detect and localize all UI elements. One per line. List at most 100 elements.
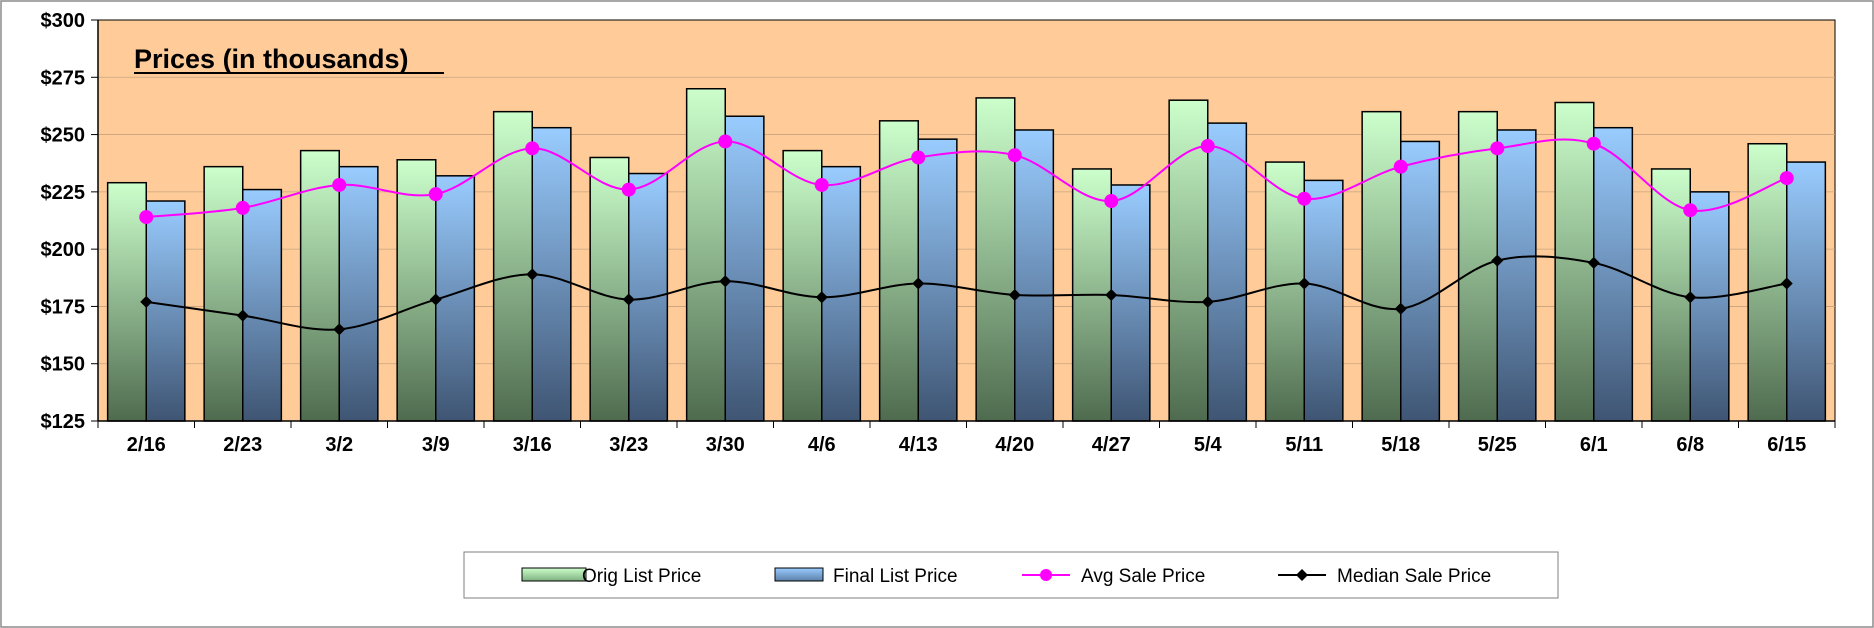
legend-box xyxy=(463,551,1559,599)
legend-swatch-final-list xyxy=(774,567,824,582)
chart-title-group: Prices (in thousands) xyxy=(134,44,444,74)
point-avg-sale-price xyxy=(718,134,733,149)
legend: Orig List Price Final List Price Avg Sal… xyxy=(463,551,1559,599)
point-avg-sale-price xyxy=(1779,171,1794,186)
x-tick-label: 6/1 xyxy=(1580,434,1608,456)
chart-title: Prices (in thousands) xyxy=(134,44,409,74)
y-tick-label: $175 xyxy=(41,296,86,318)
x-tick-label: 5/11 xyxy=(1285,434,1323,456)
legend-marker-avg-sale xyxy=(1040,569,1052,581)
gridlines xyxy=(98,76,1835,365)
point-median-sale-price xyxy=(622,293,635,306)
y-tick-label: $200 xyxy=(41,239,86,261)
point-median-sale-price xyxy=(1587,256,1600,269)
x-tick-label: 5/18 xyxy=(1381,434,1420,456)
y-tick-label: $300 xyxy=(41,10,86,32)
series-lines xyxy=(139,134,1794,336)
bar-orig-list-price xyxy=(1361,110,1402,422)
legend-swatch-orig-list xyxy=(521,567,587,582)
point-avg-sale-price xyxy=(1200,139,1215,154)
bar-final-list-price xyxy=(917,138,958,422)
point-median-sale-price xyxy=(1105,288,1118,301)
point-avg-sale-price xyxy=(1007,148,1022,163)
bars xyxy=(106,87,1827,422)
bar-final-list-price xyxy=(1786,161,1827,422)
bar-final-list-price xyxy=(1400,140,1441,422)
point-avg-sale-price xyxy=(139,210,154,225)
bar-final-list-price xyxy=(1496,129,1537,422)
legend-label-avg-sale: Avg Sale Price xyxy=(1081,566,1205,587)
point-avg-sale-price xyxy=(332,177,347,192)
bar-final-list-price xyxy=(1110,184,1151,422)
bar-orig-list-price xyxy=(1747,142,1788,422)
x-tick-label: 4/27 xyxy=(1092,434,1131,456)
point-median-sale-price xyxy=(1394,302,1407,315)
point-median-sale-price xyxy=(1780,277,1793,290)
bar-orig-list-price xyxy=(878,120,920,422)
point-avg-sale-price xyxy=(428,187,443,202)
bar-orig-list-price xyxy=(1264,161,1306,422)
x-tick-label: 3/16 xyxy=(513,434,552,456)
bar-orig-list-price xyxy=(975,97,1016,422)
y-tick-label: $275 xyxy=(41,67,86,89)
point-avg-sale-price xyxy=(235,200,250,215)
axes: $125 $150 $175 $200 $225 $250 $275 $300 2/16 2/23… xyxy=(41,10,1836,456)
point-median-sale-price xyxy=(429,293,442,306)
x-tick-label: 4/13 xyxy=(899,434,938,456)
plot-area xyxy=(97,19,1836,422)
x-tick-label: 5/4 xyxy=(1194,434,1223,456)
point-avg-sale-price xyxy=(1393,159,1408,174)
y-tick-label: $150 xyxy=(41,354,86,376)
y-tick-label: $250 xyxy=(41,125,86,147)
x-tick-label: 3/30 xyxy=(706,434,745,456)
y-tick-label: $125 xyxy=(41,411,86,433)
point-median-sale-price xyxy=(236,309,249,322)
bar-final-list-price xyxy=(338,165,379,422)
point-median-sale-price xyxy=(719,275,732,288)
x-tick-label: 6/8 xyxy=(1676,434,1704,456)
point-median-sale-price xyxy=(140,295,153,308)
bar-final-list-price xyxy=(242,188,283,422)
x-tick-label: 3/2 xyxy=(325,434,353,456)
x-tick-label: 4/20 xyxy=(995,434,1034,456)
bar-orig-list-price xyxy=(492,110,533,422)
bar-orig-list-price xyxy=(589,156,630,422)
point-median-sale-price xyxy=(1684,291,1697,304)
bar-final-list-price xyxy=(1207,122,1248,422)
bar-orig-list-price xyxy=(1650,168,1692,422)
point-avg-sale-price xyxy=(1104,194,1119,209)
point-avg-sale-price xyxy=(1683,203,1698,218)
point-median-sale-price xyxy=(1298,277,1311,290)
legend-label-final-list: Final List Price xyxy=(833,566,958,587)
point-median-sale-price xyxy=(912,277,925,290)
point-avg-sale-price xyxy=(814,177,829,192)
point-median-sale-price xyxy=(526,268,539,281)
legend-label-orig-list: Orig List Price xyxy=(582,566,701,587)
point-median-sale-price xyxy=(1008,288,1021,301)
point-median-sale-price xyxy=(1201,295,1214,308)
x-tick-label: 2/16 xyxy=(127,434,166,456)
point-avg-sale-price xyxy=(1297,191,1312,206)
x-tick-label: 6/15 xyxy=(1767,434,1806,456)
bar-final-list-price xyxy=(1014,129,1055,422)
x-tick-label: 5/25 xyxy=(1478,434,1517,456)
point-median-sale-price xyxy=(815,291,828,304)
bar-final-list-price xyxy=(1303,179,1344,422)
point-avg-sale-price xyxy=(911,150,926,165)
point-avg-sale-price xyxy=(525,141,540,156)
bar-orig-list-price xyxy=(1457,110,1499,422)
point-avg-sale-price xyxy=(1490,141,1505,156)
x-tick-label: 3/23 xyxy=(609,434,648,456)
y-tick-label: $225 xyxy=(41,182,86,204)
point-median-sale-price xyxy=(1491,254,1504,267)
bar-final-list-price xyxy=(724,115,765,422)
bar-orig-list-price xyxy=(396,159,437,422)
x-tick-label: 3/9 xyxy=(422,434,450,456)
bar-final-list-price xyxy=(1689,191,1730,422)
bar-orig-list-price xyxy=(299,149,340,422)
point-avg-sale-price xyxy=(1586,136,1601,151)
bar-orig-list-price xyxy=(782,149,823,422)
x-tick-label: 4/6 xyxy=(808,434,836,456)
